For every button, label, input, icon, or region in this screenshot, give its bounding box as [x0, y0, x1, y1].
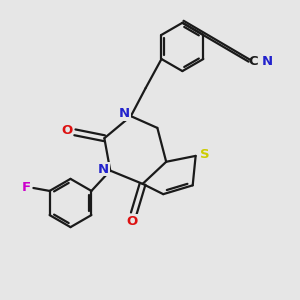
Text: O: O	[61, 124, 72, 137]
Text: S: S	[200, 148, 209, 161]
Text: C: C	[248, 55, 258, 68]
Text: N: N	[98, 163, 109, 176]
Text: O: O	[127, 215, 138, 228]
Text: F: F	[22, 181, 31, 194]
Text: N: N	[119, 107, 130, 120]
Text: N: N	[261, 55, 272, 68]
